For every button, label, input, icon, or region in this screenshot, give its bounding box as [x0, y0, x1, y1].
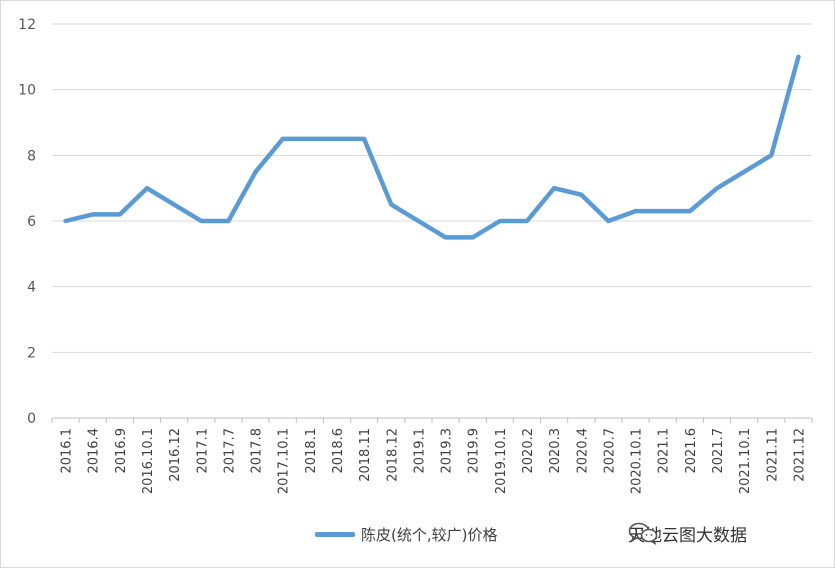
x-tick-label: 2020.3	[548, 428, 563, 474]
y-tick-label: 10	[18, 83, 36, 99]
x-tick-label: 2017.7	[222, 428, 237, 474]
y-tick-label: 6	[27, 214, 36, 230]
y-tick-label: 8	[27, 148, 36, 164]
x-tick-label: 2020.4	[575, 428, 590, 474]
x-tick-label: 2016.9	[114, 428, 129, 474]
x-tick-label: 2016.1	[60, 428, 75, 474]
x-tick-label: 2016.10.1	[141, 428, 156, 494]
x-axis: 2016.1 2016.4 2016.9 2016.10.1 2016.12 2017.1…	[51, 418, 813, 494]
x-tick-label: 2021.11	[765, 428, 780, 482]
x-tick-label: 2021.1	[657, 428, 672, 474]
x-tick-label: 2021.7	[711, 428, 726, 474]
legend: 陈皮(统个,较广)价格	[315, 524, 497, 545]
x-tick-label: 2019.9	[467, 428, 482, 474]
x-tick-label: 2018.1	[304, 428, 319, 474]
x-tick-label: 2018.6	[331, 428, 346, 474]
legend-label: 陈皮(统个,较广)价格	[361, 526, 498, 544]
watermark: 天地云图大数据	[628, 521, 747, 546]
series-layer	[63, 54, 801, 240]
y-tick-label: 12	[18, 17, 36, 33]
series-line	[63, 54, 801, 240]
x-tick-label: 2020.10.1	[630, 428, 645, 494]
y-tick-label: 0	[27, 411, 36, 427]
wechat-icon	[628, 522, 658, 545]
y-tick-label: 4	[27, 280, 36, 296]
x-tick-label: 2018.12	[385, 428, 400, 482]
gridlines	[52, 23, 812, 419]
x-tick-label: 2019.1	[412, 428, 427, 474]
x-tick-label: 2017.10.1	[277, 428, 292, 494]
x-tick-label: 2019.10.1	[494, 428, 509, 494]
x-tick-label: 2016.12	[168, 428, 183, 482]
x-tick-label: 2017.8	[250, 428, 265, 474]
y-tick-label: 2	[27, 345, 36, 361]
x-tick-label: 2021.12	[792, 428, 807, 482]
x-tick-label: 2016.4	[87, 428, 102, 474]
x-tick-label: 2017.1	[195, 428, 210, 474]
x-tick-label: 2018.11	[358, 428, 373, 482]
x-tick-label: 2019.3	[440, 428, 455, 474]
x-tick-label: 2020.7	[602, 428, 617, 474]
legend-swatch	[315, 532, 355, 537]
watermark-text: 天地云图大数据	[628, 526, 747, 546]
y-axis: 0 2 4 6 8 10 12	[18, 17, 36, 427]
x-tick-label: 2021.6	[684, 428, 699, 474]
x-tick-label: 2021.10.1	[738, 428, 753, 494]
x-tick-label: 2020.2	[521, 428, 536, 474]
